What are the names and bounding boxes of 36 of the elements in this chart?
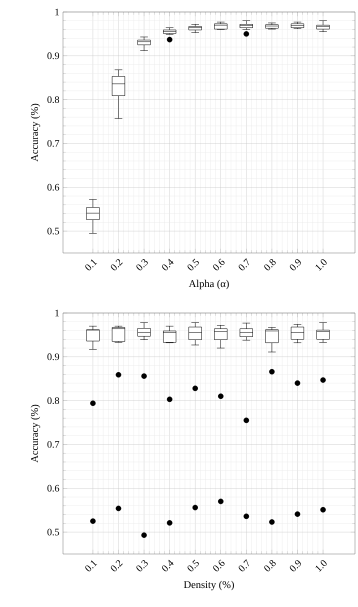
x-tick-label: 1.0 [316,259,327,271]
y-tick-label: 0.9 [47,353,60,360]
y-tick-label: 0.6 [47,184,60,191]
x-tick-label: 0.5 [188,560,199,572]
x-axis-title: Alpha (α) [188,280,229,290]
x-tick-label: 0.8 [264,560,276,572]
y-tick-label: 0.5 [47,528,60,536]
x-tick-label: 0.7 [238,258,249,270]
x-tick-label: 0.7 [238,559,249,572]
y-tick-label: 0.6 [47,484,60,492]
x-tick-label: 0.8 [264,259,276,270]
x-tick-label: 0.6 [213,258,225,270]
y-axis-title: Accuracy (%) [30,404,40,463]
y-tick-label: 0.7 [47,441,60,448]
x-tick-label: 0.2 [110,560,123,572]
x-tick-label: 0.1 [85,259,98,270]
x-tick-label: 1.0 [316,560,327,572]
y-tick-label: 1 [55,8,59,16]
y-tick-label: 0.8 [47,96,60,104]
y-tick-label: 0.9 [47,52,60,60]
x-tick-label: 0.2 [110,259,123,270]
y-tick-label: 0.8 [47,397,60,404]
y-axis-title: Accuracy (%) [30,104,40,162]
x-tick-label: 0.6 [213,560,225,572]
x-tick-label: 0.5 [188,258,199,270]
y-tick-label: 0.5 [47,228,60,234]
x-tick-label: 0.1 [85,560,98,572]
x-tick-label: 0.9 [290,259,301,270]
x-tick-label: 0.4 [162,560,174,572]
x-tick-label: 0.9 [290,560,301,572]
y-tick-label: 1 [55,310,59,316]
x-axis-title: Density (%) [184,580,234,590]
x-tick-label: 0.3 [136,259,148,270]
x-tick-label: 0.3 [136,560,148,572]
y-tick-label: 0.7 [47,140,60,147]
x-tick-label: 0.4 [162,258,174,270]
